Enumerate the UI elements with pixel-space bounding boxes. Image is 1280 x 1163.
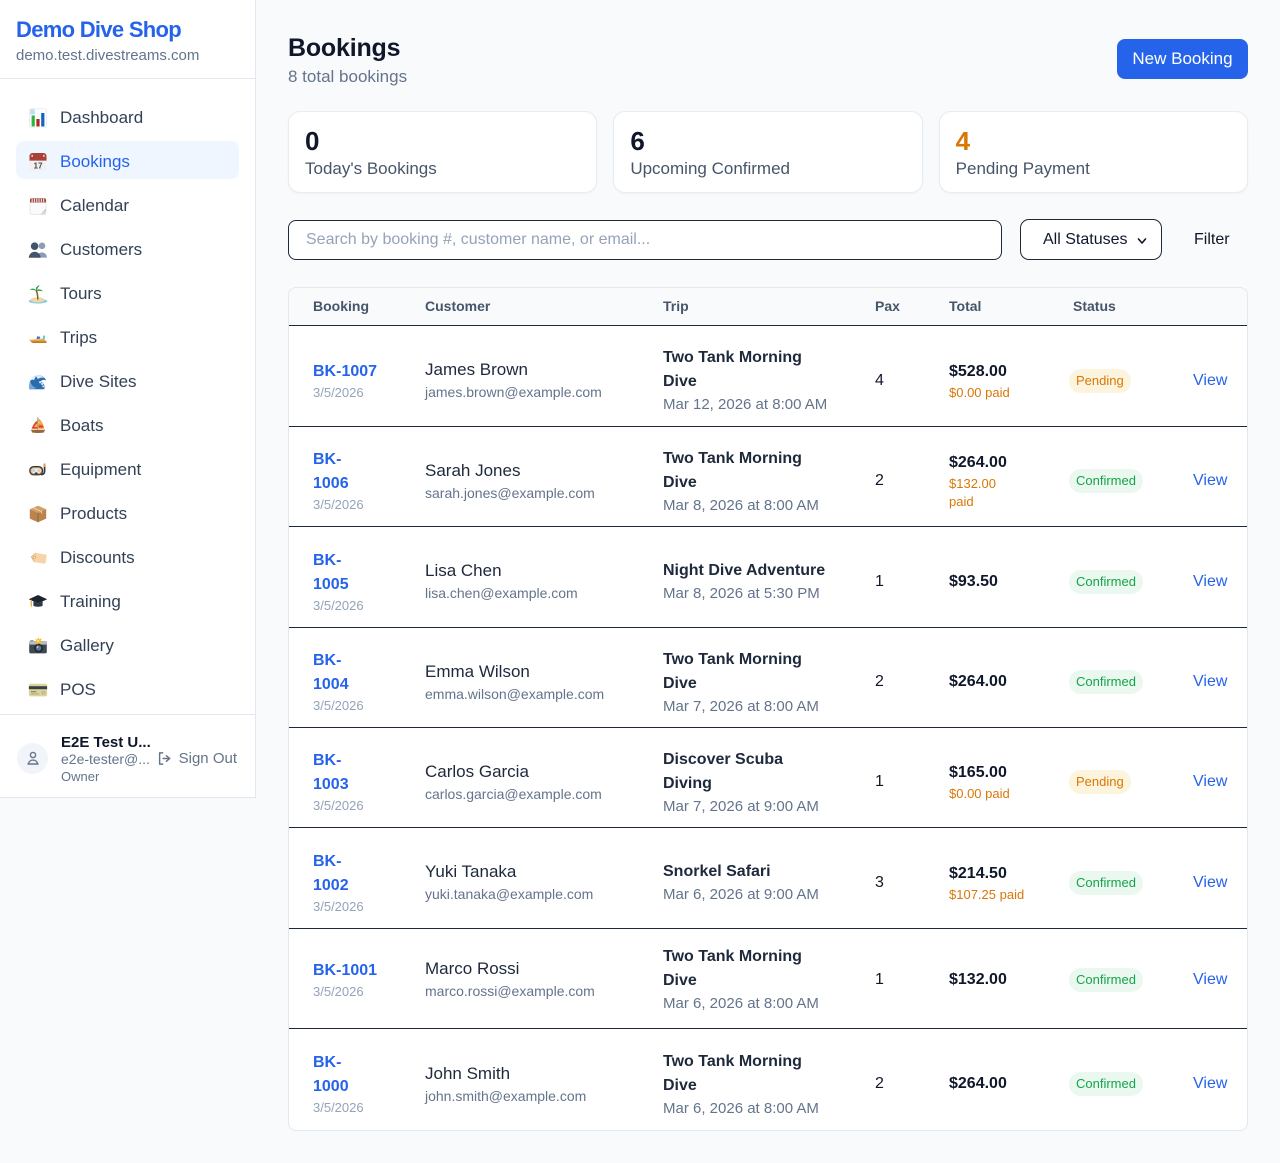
svg-text:17: 17 <box>33 161 43 170</box>
